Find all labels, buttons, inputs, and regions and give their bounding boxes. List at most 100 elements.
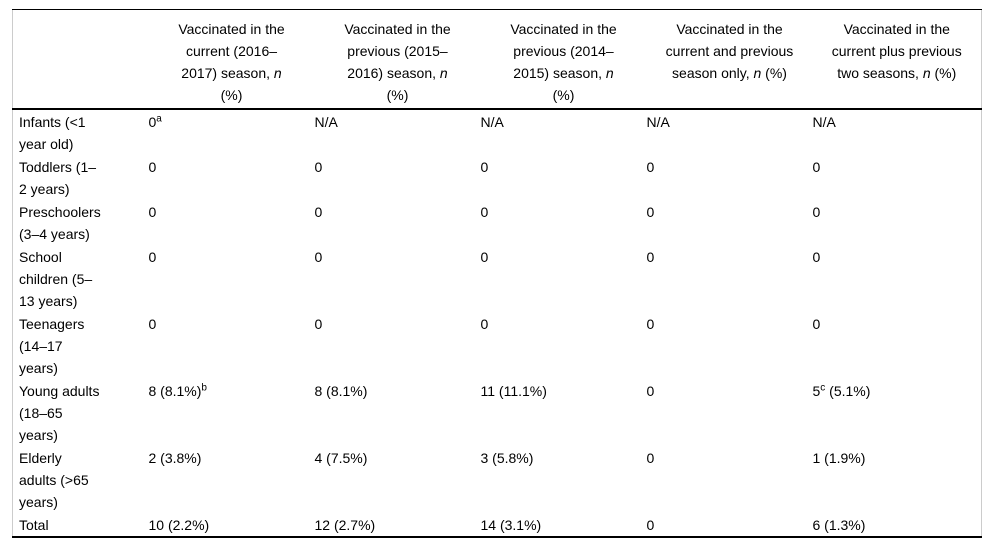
data-cell: 0	[315, 200, 481, 245]
data-cell: 0	[647, 446, 813, 513]
header-text: Vaccinated in the previous (2015– 2016) …	[344, 21, 451, 81]
cell-value: 8 (8.1%)	[148, 383, 202, 399]
vaccination-table: Vaccinated in the current (2016– 2017) s…	[12, 9, 982, 538]
header-row: Vaccinated in the current (2016– 2017) s…	[12, 9, 982, 110]
row-label: Total	[19, 517, 49, 533]
table-row-elderly-adults: Elderly adults (>65 years) 2 (3.8%) 4 (7…	[13, 446, 982, 513]
row-label: Teenagers (14–17 years)	[19, 316, 85, 376]
column-header-current-and-previous: Vaccinated in the current and previous s…	[647, 10, 813, 110]
header-text: Vaccinated in the current and previous s…	[665, 21, 794, 81]
data-cell: 0	[647, 379, 813, 446]
header-text: (%)	[386, 87, 409, 103]
cell-value: 12 (2.7%)	[314, 517, 376, 533]
header-text: (%)	[761, 65, 787, 81]
column-header-current-season: Vaccinated in the current (2016– 2017) s…	[149, 10, 315, 110]
table-header: Vaccinated in the current (2016– 2017) s…	[12, 9, 982, 110]
cell-value: 2 (3.8%)	[148, 450, 202, 466]
header-text: (%)	[930, 65, 957, 81]
data-cell: 0	[481, 245, 647, 312]
cell-value: 0	[314, 316, 323, 332]
data-cell: 5c (5.1%)	[813, 379, 982, 446]
cell-value: 0	[314, 249, 323, 265]
data-cell: N/A	[647, 109, 813, 155]
data-cell: N/A	[481, 109, 647, 155]
table-row-young-adults: Young adults (18–65 years) 8 (8.1%)b 8 (…	[13, 379, 982, 446]
header-italic-n: n	[922, 65, 931, 81]
cell-value: 11 (11.1%)	[480, 383, 547, 399]
header-italic-n: n	[605, 65, 614, 81]
data-cell: 3 (5.8%)	[481, 446, 647, 513]
table-row-preschoolers: Preschoolers (3–4 years) 0 0 0 0 0	[13, 200, 982, 245]
data-cell: 0	[647, 155, 813, 200]
cell-value: (5.1%)	[825, 383, 871, 399]
header-italic-n: n	[439, 65, 448, 81]
data-cell: 8 (8.1%)b	[149, 379, 315, 446]
row-label: Young adults (18–65 years)	[19, 383, 100, 443]
data-cell: 8 (8.1%)	[315, 379, 481, 446]
data-cell: 0	[647, 200, 813, 245]
data-cell: 11 (11.1%)	[481, 379, 647, 446]
cell-value: 0	[148, 316, 157, 332]
row-label: Infants (<1 year old)	[19, 114, 86, 152]
data-cell: 0	[813, 200, 982, 245]
data-cell: 4 (7.5%)	[315, 446, 481, 513]
data-cell: 0	[813, 312, 982, 379]
cell-value: 0	[480, 249, 489, 265]
cell-value: 0	[812, 316, 821, 332]
data-cell: 14 (3.1%)	[481, 513, 647, 537]
cell-value: 0	[480, 316, 489, 332]
row-label: Toddlers (1– 2 years)	[19, 159, 97, 197]
row-label: School children (5– 13 years)	[19, 249, 93, 309]
cell-value: N/A	[314, 114, 338, 130]
row-label: Elderly adults (>65 years)	[19, 450, 89, 510]
footnote-marker: a	[156, 113, 162, 125]
data-cell: 12 (2.7%)	[315, 513, 481, 537]
header-text: Vaccinated in the current plus previous …	[831, 21, 962, 81]
vaccination-table-container: Vaccinated in the current (2016– 2017) s…	[12, 9, 982, 538]
data-cell: 0	[149, 312, 315, 379]
cell-value: 0	[148, 159, 157, 175]
table-row-teenagers: Teenagers (14–17 years) 0 0 0 0 0	[13, 312, 982, 379]
cell-value: 0	[646, 450, 655, 466]
cell-value: 4 (7.5%)	[314, 450, 368, 466]
data-cell: 0	[647, 513, 813, 537]
cell-value: 14 (3.1%)	[480, 517, 542, 533]
cell-value: 0	[812, 159, 821, 175]
header-text: (%)	[220, 87, 243, 103]
cell-value: 8 (8.1%)	[314, 383, 368, 399]
data-cell: 0	[813, 245, 982, 312]
data-cell: 0	[647, 312, 813, 379]
cell-value: N/A	[480, 114, 504, 130]
header-italic-n: n	[273, 65, 282, 81]
data-cell: 0	[149, 200, 315, 245]
cell-value: 0	[812, 249, 821, 265]
header-italic-n: n	[753, 65, 762, 81]
table-row-total: Total 10 (2.2%) 12 (2.7%) 14 (3.1%) 0 6 …	[13, 513, 982, 537]
cell-value: 0	[148, 114, 157, 130]
data-cell: 0	[315, 312, 481, 379]
data-cell: N/A	[315, 109, 481, 155]
column-header-current-plus-two: Vaccinated in the current plus previous …	[813, 10, 982, 110]
data-cell: N/A	[813, 109, 982, 155]
cell-value: 3 (5.8%)	[480, 450, 534, 466]
table-row-school-children: School children (5– 13 years) 0 0 0 0 0	[13, 245, 982, 312]
header-text: (%)	[552, 87, 575, 103]
table-body: Infants (<1 year old) 0a N/A N/A N/A N/A…	[12, 109, 982, 537]
cell-value: 5	[812, 383, 821, 399]
column-header-previous-season-2014: Vaccinated in the previous (2014– 2015) …	[481, 10, 647, 110]
cell-value: 0	[646, 249, 655, 265]
cell-value: 6 (1.3%)	[812, 517, 866, 533]
data-cell: 0	[315, 155, 481, 200]
footnote-marker: b	[201, 382, 207, 394]
cell-value: 0	[480, 204, 489, 220]
header-text: Vaccinated in the previous (2014– 2015) …	[510, 21, 617, 81]
table-row-toddlers: Toddlers (1– 2 years) 0 0 0 0 0	[13, 155, 982, 200]
cell-value: 0	[314, 204, 323, 220]
data-cell: 2 (3.8%)	[149, 446, 315, 513]
column-header-previous-season-2015: Vaccinated in the previous (2015– 2016) …	[315, 10, 481, 110]
data-cell: 0	[813, 155, 982, 200]
cell-value: 0	[646, 159, 655, 175]
data-cell: 1 (1.9%)	[813, 446, 982, 513]
header-text: Vaccinated in the current (2016– 2017) s…	[178, 21, 285, 81]
cell-value: N/A	[812, 114, 836, 130]
